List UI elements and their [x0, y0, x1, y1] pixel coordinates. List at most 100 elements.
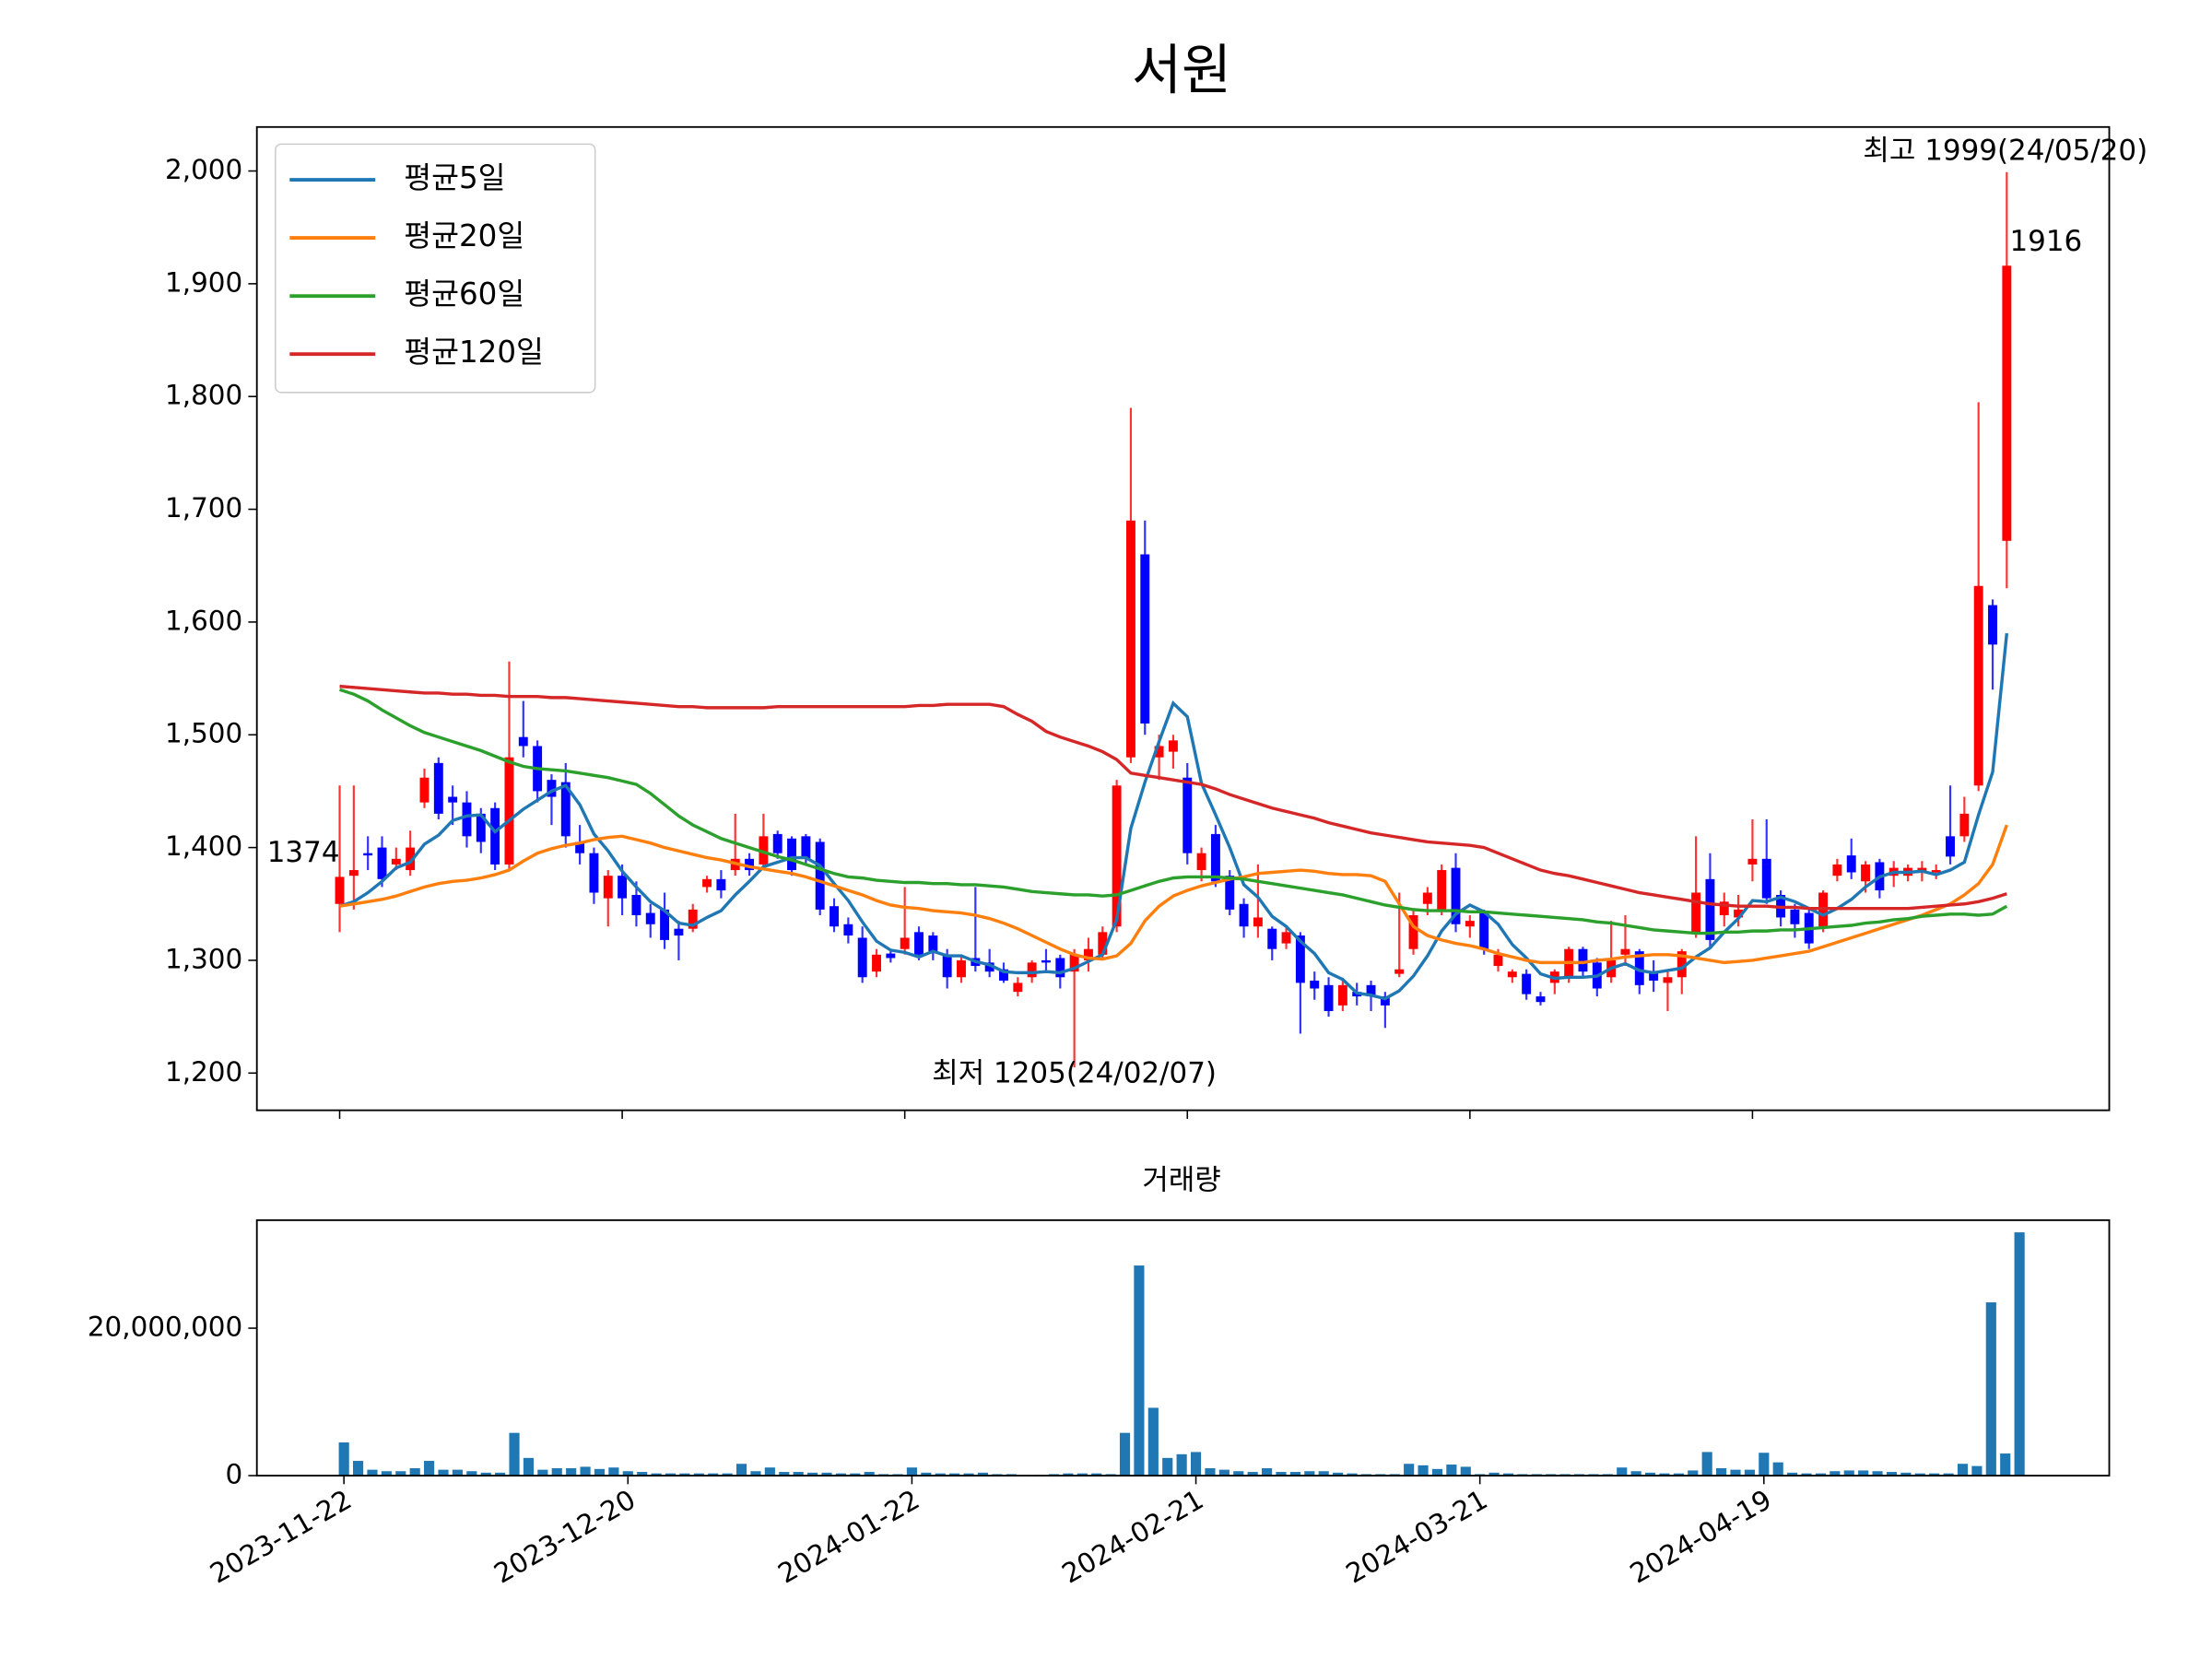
candle-body — [1140, 554, 1150, 724]
volume-bar — [580, 1466, 591, 1477]
volume-bar — [1929, 1473, 1940, 1477]
volume-bar — [1318, 1471, 1329, 1477]
candle-body — [1295, 935, 1305, 983]
volume-bar — [1205, 1468, 1216, 1477]
candle-body — [618, 876, 628, 899]
candle-body — [857, 937, 867, 978]
candle-body — [999, 969, 1008, 981]
candle-body — [589, 853, 599, 893]
volume-bar — [1716, 1468, 1727, 1477]
volume-bar — [1431, 1468, 1443, 1477]
volume-bar — [735, 1464, 747, 1477]
y-tick-label: 1,800 — [165, 380, 242, 411]
volume-bar — [1262, 1468, 1273, 1477]
volume-bar — [1304, 1471, 1315, 1477]
candle-body — [1394, 969, 1405, 974]
volume-bar — [1943, 1473, 1954, 1477]
volume-bar — [835, 1473, 846, 1477]
candle-body — [406, 847, 416, 871]
candle-body — [1535, 996, 1546, 1003]
volume-bar — [381, 1471, 392, 1477]
candle-body — [815, 841, 825, 910]
candle-body — [560, 782, 571, 837]
y-tick-label: 0 — [226, 1459, 243, 1490]
volume-bar — [1900, 1472, 1912, 1477]
y-tick-label: 1,400 — [165, 830, 242, 862]
candle-body — [1634, 951, 1644, 985]
volume-bar — [977, 1472, 989, 1477]
chart-title: 서원 — [1132, 39, 1231, 102]
candle-body — [759, 836, 769, 865]
candle-body — [1846, 855, 1856, 873]
candle-body — [2002, 265, 2012, 541]
volume-bar — [352, 1461, 364, 1477]
volume-bar — [906, 1467, 917, 1477]
candle-body — [1832, 864, 1842, 877]
volume-bar — [1730, 1469, 1741, 1477]
volume-bar — [1985, 1302, 1996, 1477]
candle-body — [1168, 740, 1178, 752]
volume-bar — [509, 1432, 520, 1477]
volume-bar — [537, 1469, 548, 1477]
candle-body — [984, 962, 994, 972]
candle-body — [448, 796, 458, 803]
candle-body — [674, 928, 684, 936]
volume-bar — [1289, 1472, 1300, 1477]
candle-body — [1182, 777, 1193, 853]
volume-bar — [679, 1473, 690, 1477]
volume-bar — [864, 1472, 875, 1477]
candle-body — [660, 909, 670, 940]
candle-body — [702, 878, 712, 888]
candle-body — [1931, 870, 1941, 873]
candle-body — [1649, 971, 1659, 981]
volume-bar — [1886, 1472, 1898, 1477]
candle-body — [603, 876, 613, 899]
candle-body — [1988, 605, 1997, 645]
volume-bar — [949, 1473, 960, 1477]
volume-bar — [850, 1473, 861, 1477]
volume-bar — [1971, 1465, 1983, 1477]
candle-body — [1620, 948, 1630, 955]
candle-body — [830, 906, 839, 927]
volume-bar — [1162, 1457, 1173, 1477]
volume-bar — [807, 1472, 818, 1477]
candle-body — [772, 833, 782, 853]
candle-body — [1437, 870, 1447, 910]
candle-body — [1677, 951, 1687, 978]
volume-bar — [1914, 1473, 1925, 1477]
candle-body — [1210, 833, 1220, 882]
volume-bar — [551, 1468, 562, 1477]
volume-bar — [424, 1461, 435, 1477]
volume-bar — [466, 1471, 477, 1477]
candle-body — [688, 909, 698, 929]
candle-body — [886, 953, 896, 959]
candle-body — [1479, 912, 1489, 949]
volume-bar — [438, 1469, 449, 1477]
candle-body — [1578, 948, 1588, 972]
volume-bar — [1119, 1432, 1131, 1477]
candle-body — [914, 932, 924, 955]
volume-bar — [1858, 1470, 1869, 1477]
candle-body — [462, 802, 472, 837]
y-tick-label: 1,200 — [165, 1056, 242, 1088]
y-tick-label: 1,700 — [165, 492, 242, 524]
candle-body — [1465, 921, 1475, 927]
volume-bar — [2014, 1232, 2025, 1477]
candle-body — [1959, 813, 1970, 837]
volume-bar — [1744, 1469, 1755, 1477]
volume-bar — [1872, 1471, 1883, 1477]
volume-bar — [1063, 1473, 1074, 1477]
volume-bar — [1787, 1472, 1798, 1477]
volume-bar — [1347, 1473, 1358, 1477]
volume-bar — [1446, 1465, 1457, 1477]
y-tick-label: 1,300 — [165, 943, 242, 974]
ma-line — [338, 688, 2008, 935]
volume-bar — [480, 1472, 491, 1477]
volume-bar — [523, 1457, 535, 1477]
volume-bar — [2000, 1453, 2011, 1477]
ma-line — [338, 632, 2009, 1001]
volume-bar — [1134, 1265, 1145, 1477]
volume-bar — [1957, 1464, 1969, 1477]
volume-bar — [452, 1469, 463, 1477]
candle-body — [1013, 982, 1023, 993]
